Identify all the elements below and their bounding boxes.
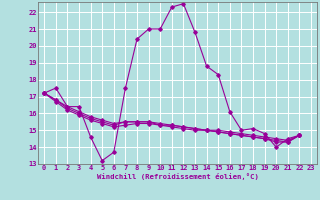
- X-axis label: Windchill (Refroidissement éolien,°C): Windchill (Refroidissement éolien,°C): [97, 173, 259, 180]
